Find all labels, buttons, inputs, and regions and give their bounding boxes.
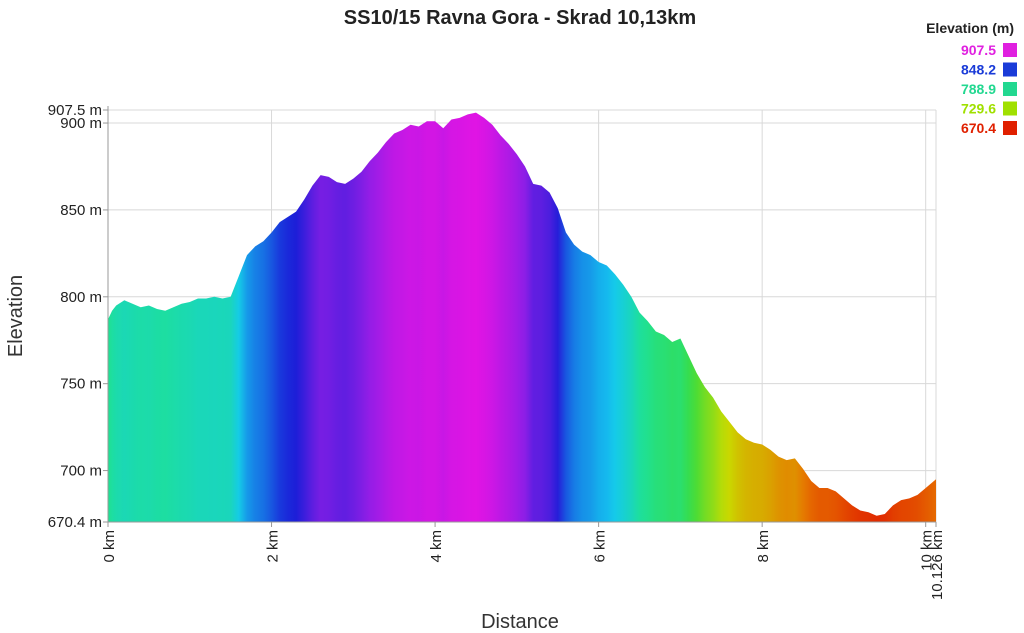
- legend-label-1: 848.2: [961, 62, 996, 78]
- y-tick-label-2: 750 m: [60, 376, 102, 393]
- legend-swatch-2: [1003, 82, 1017, 96]
- x-tick-label-2: 4 km: [428, 530, 445, 563]
- x-tick-label-0: 0 km: [101, 530, 118, 563]
- x-tick-label-5: 10 km: [919, 530, 936, 571]
- legend-title: Elevation (m): [926, 20, 1014, 36]
- legend: Elevation (m) 907.5 848.2 788.9 729.6 670.4: [926, 20, 1017, 136]
- y-tick-label-1: 700 m: [60, 463, 102, 480]
- legend-label-4: 670.4: [961, 120, 996, 136]
- legend-label-2: 788.9: [961, 81, 996, 97]
- legend-swatch-1: [1003, 62, 1017, 77]
- y-tick-label-5: 900 m: [60, 115, 102, 132]
- x-tick-label-4: 8 km: [755, 530, 772, 563]
- legend-label-0: 907.5: [961, 42, 996, 58]
- legend-label-3: 729.6: [961, 101, 996, 117]
- y-tick-label-6: 907.5 m: [48, 102, 102, 119]
- x-tick-label-1: 2 km: [265, 530, 282, 563]
- x-tick-label-3: 6 km: [592, 530, 609, 563]
- x-axis-title: Distance: [481, 611, 559, 633]
- legend-swatch-4: [1003, 121, 1017, 135]
- legend-swatch-0: [1003, 43, 1017, 57]
- axes: [107, 106, 936, 523]
- chart-title: SS10/15 Ravna Gora - Skrad 10,13km: [344, 7, 696, 29]
- y-axis-title: Elevation: [5, 275, 27, 357]
- x-tick-label-6: 10.126 km: [929, 530, 946, 600]
- y-tick-label-3: 800 m: [60, 289, 102, 306]
- y-tick-label-0: 670.4 m: [48, 514, 102, 531]
- y-tick-label-4: 850 m: [60, 202, 102, 219]
- elevation-area: [108, 112, 936, 523]
- legend-swatch-3: [1003, 101, 1017, 116]
